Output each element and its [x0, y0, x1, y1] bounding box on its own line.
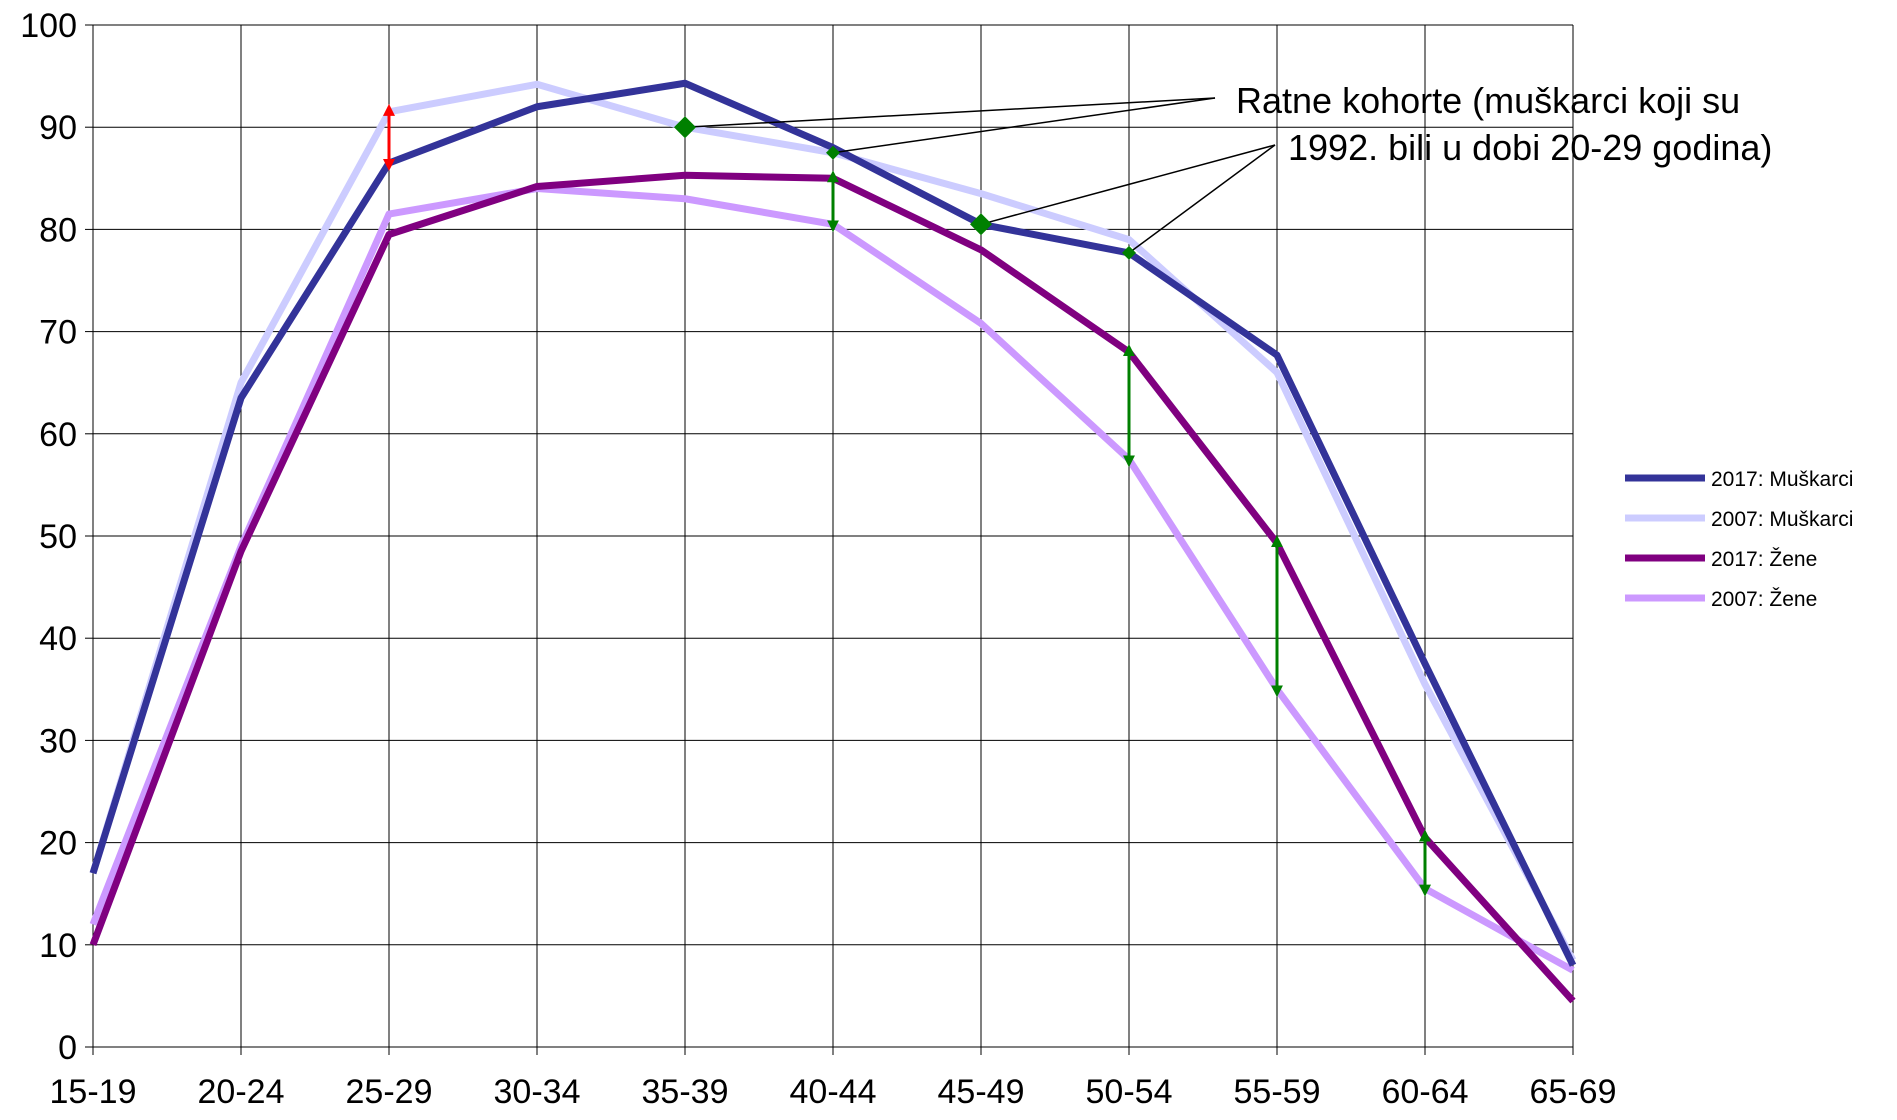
x-tick-label: 20-24 — [198, 1073, 285, 1111]
y-axis-ticks: 0 10 20 30 40 50 60 70 80 90 100 — [20, 7, 77, 1067]
legend: 2017: Muškarci 2007: Muškarci 2017: Žene 20… — [1625, 468, 1853, 611]
annotation-connector — [832, 97, 1216, 154]
y-tick-label: 10 — [39, 927, 77, 965]
y-tick-label: 80 — [39, 211, 77, 249]
y-tick-label: 60 — [39, 416, 77, 454]
y-tick-label: 0 — [58, 1029, 77, 1067]
cohort-marker — [826, 145, 840, 160]
y-tick-label: 100 — [20, 7, 77, 45]
annotation-line-1: Ratne kohorte (muškarci koji su — [1236, 80, 1740, 121]
legend-label: 2007: Žene — [1711, 588, 1817, 611]
difference-arrows — [383, 103, 1431, 897]
x-axis-ticks: 15-19 20-24 25-29 30-34 35-39 40-44 45-49 50-54… — [50, 1073, 1617, 1111]
legend-label: 2017: Žene — [1711, 548, 1817, 571]
x-tick-label: 65-69 — [1530, 1073, 1617, 1111]
legend-label: 2007: Muškarci — [1711, 508, 1853, 531]
annotation-connector — [684, 97, 1216, 128]
x-tick-label: 25-29 — [346, 1073, 433, 1111]
annotation: Ratne kohorte (muškarci koji su 1992. bil… — [674, 80, 1772, 260]
legend-label: 2017: Muškarci — [1711, 468, 1853, 491]
x-tick-label: 40-44 — [790, 1073, 877, 1111]
annotation-connector — [1128, 144, 1276, 254]
grid — [85, 24, 1574, 1055]
cohort-marker — [1122, 245, 1136, 260]
y-tick-label: 90 — [39, 109, 77, 147]
x-tick-label: 60-64 — [1382, 1073, 1469, 1111]
y-tick-label: 70 — [39, 314, 77, 352]
x-tick-label: 45-49 — [938, 1073, 1025, 1111]
annotation-connector — [980, 144, 1276, 226]
y-tick-label: 40 — [39, 620, 77, 658]
x-tick-label: 35-39 — [642, 1073, 729, 1111]
x-tick-label: 50-54 — [1086, 1073, 1173, 1111]
y-tick-label: 20 — [39, 825, 77, 863]
y-tick-label: 30 — [39, 722, 77, 760]
x-tick-label: 55-59 — [1234, 1073, 1321, 1111]
cohort-marker — [674, 116, 696, 139]
cohort-marker — [970, 213, 992, 236]
y-tick-label: 50 — [39, 518, 77, 556]
x-tick-label: 30-34 — [494, 1073, 581, 1111]
annotation-line-2: 1992. bili u dobi 20-29 godina) — [1288, 127, 1772, 168]
x-tick-label: 15-19 — [50, 1073, 137, 1111]
